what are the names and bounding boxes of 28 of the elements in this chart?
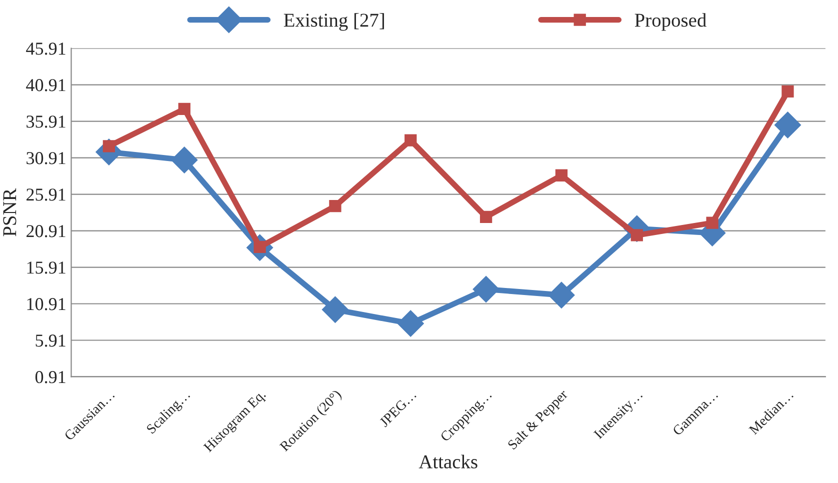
y-tick-label: 0.91 — [35, 370, 66, 384]
point — [555, 169, 568, 182]
y-tick-label: 25.91 — [26, 188, 66, 201]
legend-label: Proposed — [634, 13, 706, 31]
y-tick-label: 30.91 — [26, 152, 66, 164]
y-tick-label: 20.91 — [26, 225, 66, 238]
point — [322, 296, 348, 323]
point — [774, 112, 802, 138]
point — [630, 229, 643, 242]
point — [397, 310, 424, 337]
point — [171, 146, 198, 174]
point — [472, 276, 500, 303]
y-tick-label: 10.91 — [27, 298, 66, 310]
point — [178, 102, 190, 116]
x-axis-title: Attacks — [418, 454, 478, 468]
y-tick-label: 15.91 — [27, 262, 66, 274]
point — [329, 200, 342, 212]
legend-label: Existing [27] — [284, 13, 384, 31]
y-tick-label: 5.91 — [36, 334, 66, 347]
point — [782, 85, 794, 98]
point — [404, 134, 417, 146]
point — [548, 282, 575, 308]
point — [480, 210, 492, 224]
y-tick-label: 40.91 — [26, 79, 66, 92]
point — [706, 216, 718, 229]
y-tick-label: 35.91 — [26, 116, 66, 128]
y-axis-title: PSNR — [3, 188, 16, 236]
y-tick-label: 45.91 — [26, 42, 66, 55]
